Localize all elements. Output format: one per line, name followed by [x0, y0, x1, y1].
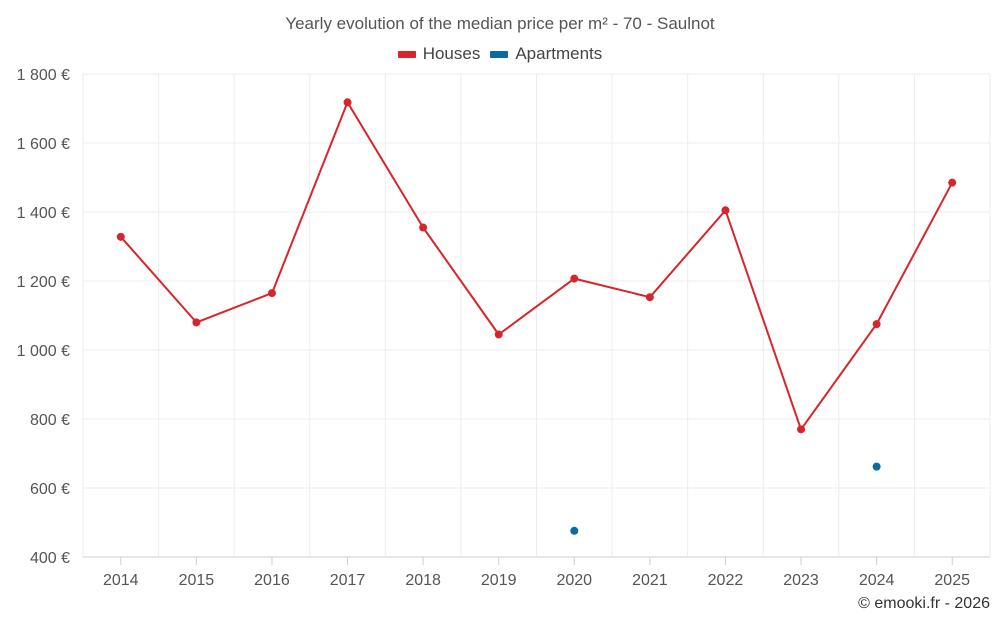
legend-label-apartments: Apartments: [515, 44, 603, 63]
point-houses-2017: [343, 98, 352, 107]
legend-label-houses: Houses: [422, 44, 481, 63]
point-houses-2018: [419, 223, 428, 232]
point-apartments-2020: [570, 526, 579, 535]
point-houses-2019: [494, 330, 503, 339]
y-tick-label-1800: 1 800 €: [17, 67, 70, 84]
point-houses-2020: [570, 274, 579, 283]
x-tick-label-2017: 2017: [330, 572, 366, 589]
y-tick-label-600: 600 €: [30, 481, 70, 498]
x-tick-label-2024: 2024: [859, 572, 895, 589]
credit-text: © emooki.fr - 2026: [858, 595, 990, 612]
point-houses-2023: [797, 425, 806, 434]
point-houses-2021: [645, 293, 654, 302]
x-tick-label-2025: 2025: [934, 572, 970, 589]
x-tick-label-2014: 2014: [103, 572, 139, 589]
point-houses-2014: [116, 232, 125, 241]
x-tick-label-2016: 2016: [254, 572, 290, 589]
x-tick-label-2018: 2018: [405, 572, 441, 589]
x-tick-label-2022: 2022: [708, 572, 744, 589]
y-tick-label-1600: 1 600 €: [17, 136, 70, 153]
point-houses-2016: [267, 289, 276, 298]
point-houses-2024: [872, 320, 881, 329]
point-houses-2025: [948, 178, 957, 187]
y-tick-label-1000: 1 000 €: [17, 343, 70, 360]
y-tick-label-400: 400 €: [30, 550, 70, 567]
legend-swatch-houses: [397, 50, 416, 58]
x-tick-label-2021: 2021: [632, 572, 668, 589]
y-tick-label-1400: 1 400 €: [17, 205, 70, 222]
x-tick-label-2023: 2023: [783, 572, 819, 589]
point-apartments-2024: [872, 462, 881, 471]
point-houses-2022: [721, 206, 730, 215]
x-tick-label-2019: 2019: [481, 572, 517, 589]
legend: Houses Apartments: [0, 44, 1000, 64]
legend-item-apartments[interactable]: Apartments: [490, 44, 602, 64]
legend-swatch-apartments: [490, 50, 509, 58]
x-tick-label-2015: 2015: [179, 572, 215, 589]
legend-item-houses[interactable]: Houses: [397, 44, 481, 64]
series-line-houses: [120, 101, 954, 431]
point-houses-2015: [192, 318, 201, 327]
chart-title: Yearly evolution of the median price per…: [285, 14, 715, 33]
x-tick-label-2020: 2020: [556, 572, 592, 589]
y-tick-label-800: 800 €: [30, 412, 70, 429]
y-tick-label-1200: 1 200 €: [17, 274, 70, 291]
